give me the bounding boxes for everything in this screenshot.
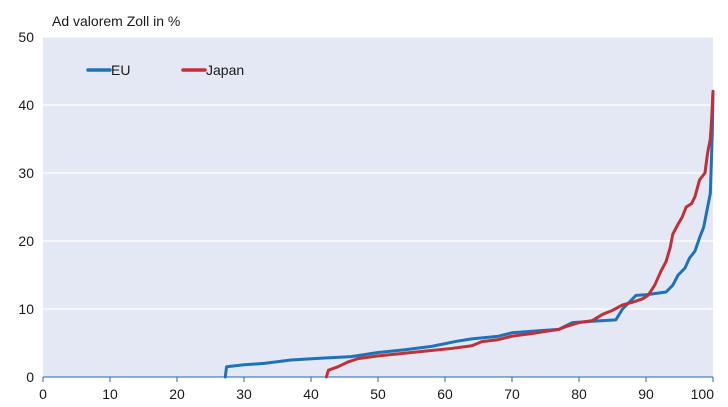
x-tick-label-20: 20 (169, 386, 185, 402)
y-tick-label-0: 0 (26, 369, 34, 385)
x-tick-label-40: 40 (303, 386, 319, 402)
series-line-japan (324, 89, 715, 379)
plot-background (43, 37, 713, 377)
legend-japan-label: Japan (206, 62, 244, 78)
legend-eu-label: EU (111, 62, 130, 78)
series-line-eu (223, 89, 715, 379)
x-tick-label-100: 100 (691, 386, 715, 402)
x-tick-label-10: 10 (102, 386, 118, 402)
x-tick-label-0: 0 (39, 386, 47, 402)
x-tick-label-70: 70 (504, 386, 520, 402)
y-tick-label-40: 40 (18, 97, 34, 113)
legend: EU Japan (86, 62, 244, 78)
x-tick-label-60: 60 (437, 386, 453, 402)
y-tick-label-20: 20 (18, 233, 34, 249)
y-tick-label-10: 10 (18, 301, 34, 317)
x-tick-label-50: 50 (370, 386, 386, 402)
data-series (223, 89, 715, 379)
y-axis-title: Ad valorem Zoll in % (52, 13, 180, 29)
axes: 0 10 20 30 40 50 0 10 20 30 40 50 60 70 80 90 100 (18, 29, 714, 402)
x-tick-label-30: 30 (236, 386, 252, 402)
x-tick-label-90: 90 (638, 386, 654, 402)
y-tick-label-50: 50 (18, 29, 34, 45)
y-tick-label-30: 30 (18, 165, 34, 181)
x-tick-label-80: 80 (571, 386, 587, 402)
grid-lines (43, 36, 713, 310)
